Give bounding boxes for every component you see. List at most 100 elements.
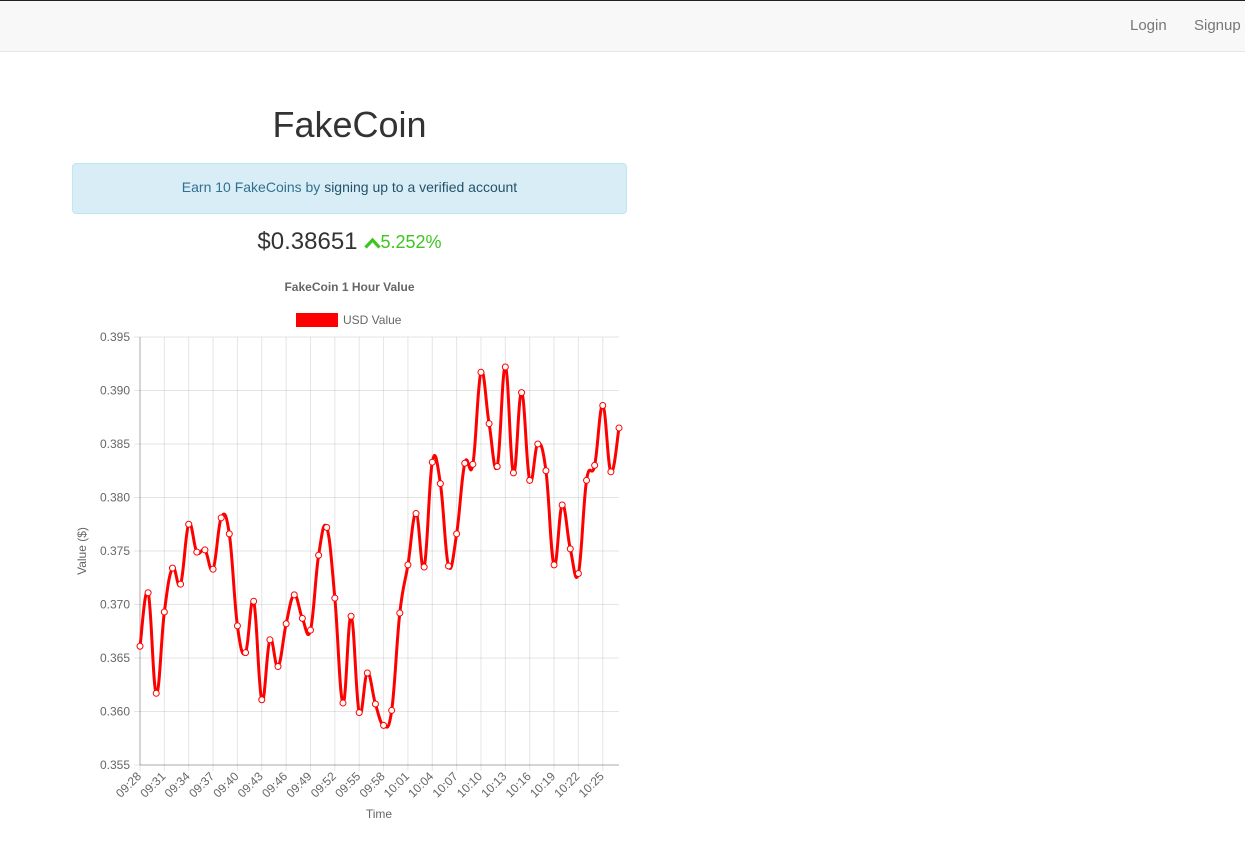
data-point[interactable] — [160, 608, 168, 616]
x-tick-label: 10:07 — [430, 769, 461, 800]
x-tick-label: 10:04 — [405, 769, 436, 800]
data-point[interactable] — [233, 622, 241, 630]
price-row: $0.38651 5.252% — [72, 228, 627, 256]
data-point[interactable] — [583, 476, 591, 484]
x-tick-label: 09:46 — [259, 769, 290, 800]
signup-link[interactable]: Signup — [1194, 17, 1241, 34]
x-tick-label: 09:52 — [308, 769, 339, 800]
price-change-percent: 5.252% — [380, 231, 442, 252]
data-point[interactable] — [534, 440, 542, 448]
y-tick-label: 0.370 — [100, 598, 130, 612]
data-point[interactable] — [217, 514, 225, 522]
data-point[interactable] — [298, 614, 306, 622]
data-point[interactable] — [185, 520, 193, 528]
chevron-up-icon — [363, 237, 381, 249]
data-point[interactable] — [591, 461, 599, 469]
data-point[interactable] — [420, 563, 428, 571]
data-point[interactable] — [493, 462, 501, 470]
chart-points — [136, 363, 623, 729]
data-point[interactable] — [274, 663, 282, 671]
data-point[interactable] — [209, 565, 217, 573]
data-point[interactable] — [266, 636, 274, 644]
data-point[interactable] — [355, 709, 363, 717]
data-point[interactable] — [201, 546, 209, 554]
y-tick-label: 0.385 — [100, 437, 130, 451]
data-point[interactable] — [574, 569, 582, 577]
data-point[interactable] — [501, 363, 509, 371]
x-tick-label: 09:34 — [162, 769, 193, 800]
data-point[interactable] — [323, 523, 331, 531]
login-link[interactable]: Login — [1130, 17, 1167, 34]
navbar: Login Signup — [0, 0, 1245, 52]
data-point[interactable] — [380, 721, 388, 729]
data-point[interactable] — [250, 597, 258, 605]
data-point[interactable] — [477, 368, 485, 376]
data-point[interactable] — [526, 476, 534, 484]
series-line-usd-value — [138, 365, 621, 729]
x-tick-label: 10:16 — [503, 769, 534, 800]
data-point[interactable] — [558, 501, 566, 509]
data-point[interactable] — [469, 460, 477, 468]
data-point[interactable] — [144, 589, 152, 597]
data-point[interactable] — [339, 699, 347, 707]
data-point[interactable] — [290, 591, 298, 599]
data-point[interactable] — [445, 562, 453, 570]
y-tick-label: 0.360 — [100, 705, 130, 719]
data-point[interactable] — [461, 459, 469, 467]
data-point[interactable] — [152, 689, 160, 697]
data-point[interactable] — [363, 669, 371, 677]
x-tick-label: 10:19 — [527, 769, 558, 800]
legend-swatch — [296, 313, 338, 327]
data-point[interactable] — [168, 564, 176, 572]
x-tick-label: 10:22 — [551, 769, 582, 800]
x-tick-label: 09:31 — [137, 769, 168, 800]
x-tick-label: 09:55 — [332, 769, 363, 800]
chart-grid — [134, 336, 619, 771]
x-tick-label: 10:25 — [576, 769, 607, 800]
data-point[interactable] — [388, 706, 396, 714]
alert-text: Earn 10 FakeCoins by — [181, 179, 325, 195]
x-tick-label: 09:49 — [283, 769, 314, 800]
y-tick-label: 0.375 — [100, 544, 130, 558]
data-point[interactable] — [607, 468, 615, 476]
data-point[interactable] — [615, 424, 623, 432]
data-point[interactable] — [428, 458, 436, 466]
data-point[interactable] — [258, 696, 266, 704]
data-point[interactable] — [177, 580, 185, 588]
data-point[interactable] — [396, 609, 404, 617]
data-point[interactable] — [282, 620, 290, 628]
y-tick-label: 0.395 — [100, 330, 130, 344]
data-point[interactable] — [331, 594, 339, 602]
x-tick-label: 09:37 — [186, 769, 217, 800]
data-point[interactable] — [542, 467, 550, 475]
data-point[interactable] — [136, 642, 144, 650]
data-point[interactable] — [412, 510, 420, 518]
data-point[interactable] — [518, 389, 526, 397]
data-point[interactable] — [404, 561, 412, 569]
data-point[interactable] — [566, 545, 574, 553]
data-point[interactable] — [306, 626, 314, 634]
x-tick-label: 10:10 — [454, 769, 485, 800]
data-point[interactable] — [599, 401, 607, 409]
page-title: FakeCoin — [272, 104, 427, 145]
y-tick-label: 0.390 — [100, 384, 130, 398]
data-point[interactable] — [436, 480, 444, 488]
y-tick-label: 0.380 — [100, 491, 130, 505]
data-point[interactable] — [225, 530, 233, 538]
x-tick-label: 10:13 — [478, 769, 509, 800]
x-tick-label: 09:28 — [113, 769, 144, 800]
x-axis-title: Time — [366, 807, 393, 821]
data-point[interactable] — [347, 612, 355, 620]
data-point[interactable] — [242, 649, 250, 657]
data-point[interactable] — [315, 551, 323, 559]
data-point[interactable] — [453, 530, 461, 538]
chart-title: FakeCoin 1 Hour Value — [284, 280, 414, 294]
data-point[interactable] — [550, 561, 558, 569]
signup-alert: Earn 10 FakeCoins by signing up to a ver… — [72, 163, 627, 214]
data-point[interactable] — [371, 700, 379, 708]
price-change: 5.252% — [363, 231, 442, 252]
data-point[interactable] — [485, 420, 493, 428]
data-point[interactable] — [509, 469, 517, 477]
signup-alert-link[interactable]: signing up to a verified account — [324, 179, 518, 195]
data-point[interactable] — [193, 548, 201, 556]
